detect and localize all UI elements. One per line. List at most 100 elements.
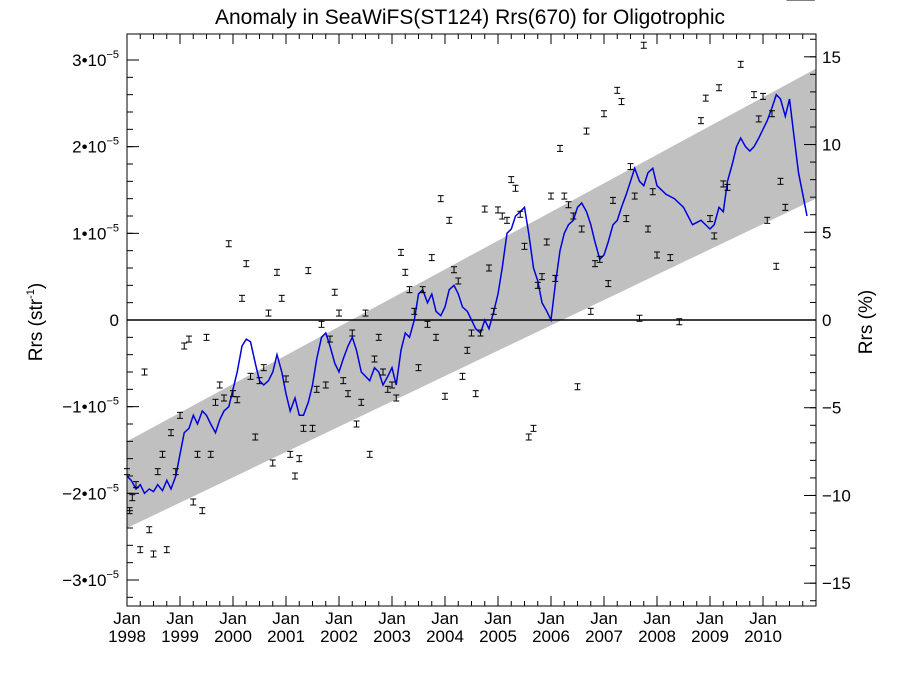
trend-band — [127, 68, 816, 529]
data-point — [133, 481, 140, 489]
data-point — [172, 468, 179, 476]
data-point — [543, 238, 550, 246]
x-tick-month-label: Jan — [113, 609, 140, 628]
x-tick-year-label: 2005 — [479, 627, 517, 646]
data-point — [707, 215, 713, 223]
x-tick-month-label: Jan — [590, 609, 617, 628]
data-point — [711, 232, 718, 240]
data-point — [159, 450, 166, 458]
data-point — [265, 309, 272, 317]
data-point — [203, 333, 210, 341]
data-point — [305, 267, 312, 275]
data-point — [512, 184, 519, 192]
y-left-tick-label: −3•10−5 — [62, 569, 119, 590]
data-point — [508, 176, 515, 184]
data-point — [570, 212, 577, 220]
data-point — [406, 286, 413, 294]
x-tick-year-label: 2000 — [214, 627, 252, 646]
data-point — [362, 309, 369, 317]
data-point — [424, 320, 431, 328]
data-point — [375, 333, 382, 341]
data-point — [296, 455, 303, 463]
y-left-tick-label: −1•10−5 — [62, 396, 119, 417]
data-point — [287, 450, 294, 458]
chart-title: Anomaly in SeaWiFS(ST124) Rrs(670) for O… — [215, 6, 725, 29]
data-point — [437, 195, 444, 203]
data-point — [627, 163, 634, 171]
data-point — [318, 320, 325, 328]
data-point — [649, 188, 656, 196]
data-point — [525, 433, 532, 441]
data-point — [212, 398, 219, 406]
y-right-tick-label: 0 — [822, 311, 831, 330]
data-point — [623, 215, 630, 223]
x-tick-month-label: Jan — [166, 609, 193, 628]
data-point — [313, 385, 320, 393]
data-point — [243, 260, 250, 268]
data-point — [252, 433, 259, 441]
x-tick-month-label: Jan — [696, 609, 723, 628]
x-tick-month-label: Jan — [643, 609, 670, 628]
data-point — [764, 216, 771, 224]
y-left-tick-label: 0 — [110, 311, 119, 330]
data-point — [199, 507, 206, 515]
data-point — [181, 342, 188, 350]
data-point — [225, 240, 232, 248]
x-tick-year-label: 1998 — [108, 627, 146, 646]
data-point — [384, 385, 391, 393]
data-point — [631, 192, 638, 200]
data-point — [464, 346, 471, 354]
y-left-tick-label: 3•10−5 — [72, 49, 119, 70]
data-point — [194, 450, 201, 458]
data-point — [521, 242, 528, 250]
data-point — [154, 468, 161, 476]
data-point — [750, 91, 757, 99]
data-point — [269, 459, 276, 467]
points-layer — [124, 0, 815, 558]
data-point — [777, 177, 784, 185]
data-point — [167, 429, 174, 437]
data-point — [292, 472, 299, 480]
data-point — [530, 424, 537, 432]
data-point — [534, 281, 541, 289]
data-point — [402, 268, 409, 276]
data-point — [141, 368, 148, 376]
y-right-tick-label: 10 — [822, 136, 841, 155]
data-point — [716, 84, 723, 92]
data-point — [490, 307, 497, 315]
data-point — [446, 216, 453, 224]
data-point — [137, 546, 144, 554]
data-point — [565, 201, 572, 209]
y-right-tick-label: 15 — [822, 48, 841, 67]
x-tick-month-label: Jan — [325, 609, 352, 628]
data-point — [459, 372, 466, 380]
data-point — [561, 192, 568, 200]
data-point — [468, 329, 475, 337]
data-point — [393, 394, 400, 402]
x-tick-year-label: 2001 — [267, 627, 305, 646]
data-point — [411, 307, 418, 315]
data-point — [755, 115, 762, 123]
data-point — [596, 255, 603, 263]
data-point — [146, 526, 153, 534]
data-point — [481, 205, 488, 213]
data-point — [442, 392, 448, 400]
data-point — [495, 206, 501, 214]
data-point — [455, 277, 462, 285]
data-point — [720, 180, 727, 188]
data-point — [697, 117, 704, 125]
data-point — [538, 273, 545, 281]
data-point — [702, 94, 709, 102]
smoothed-line — [126, 93, 808, 495]
data-point — [605, 280, 612, 288]
x-tick-year-label: 2009 — [691, 627, 729, 646]
data-point — [283, 375, 289, 383]
y-right-tick-label: −15 — [822, 574, 851, 593]
data-point — [163, 546, 170, 554]
data-point — [769, 110, 776, 118]
data-point — [640, 41, 647, 49]
data-point — [345, 390, 352, 398]
data-point — [782, 203, 789, 211]
x-tick-month-label: Jan — [749, 609, 776, 628]
data-point — [485, 264, 492, 272]
